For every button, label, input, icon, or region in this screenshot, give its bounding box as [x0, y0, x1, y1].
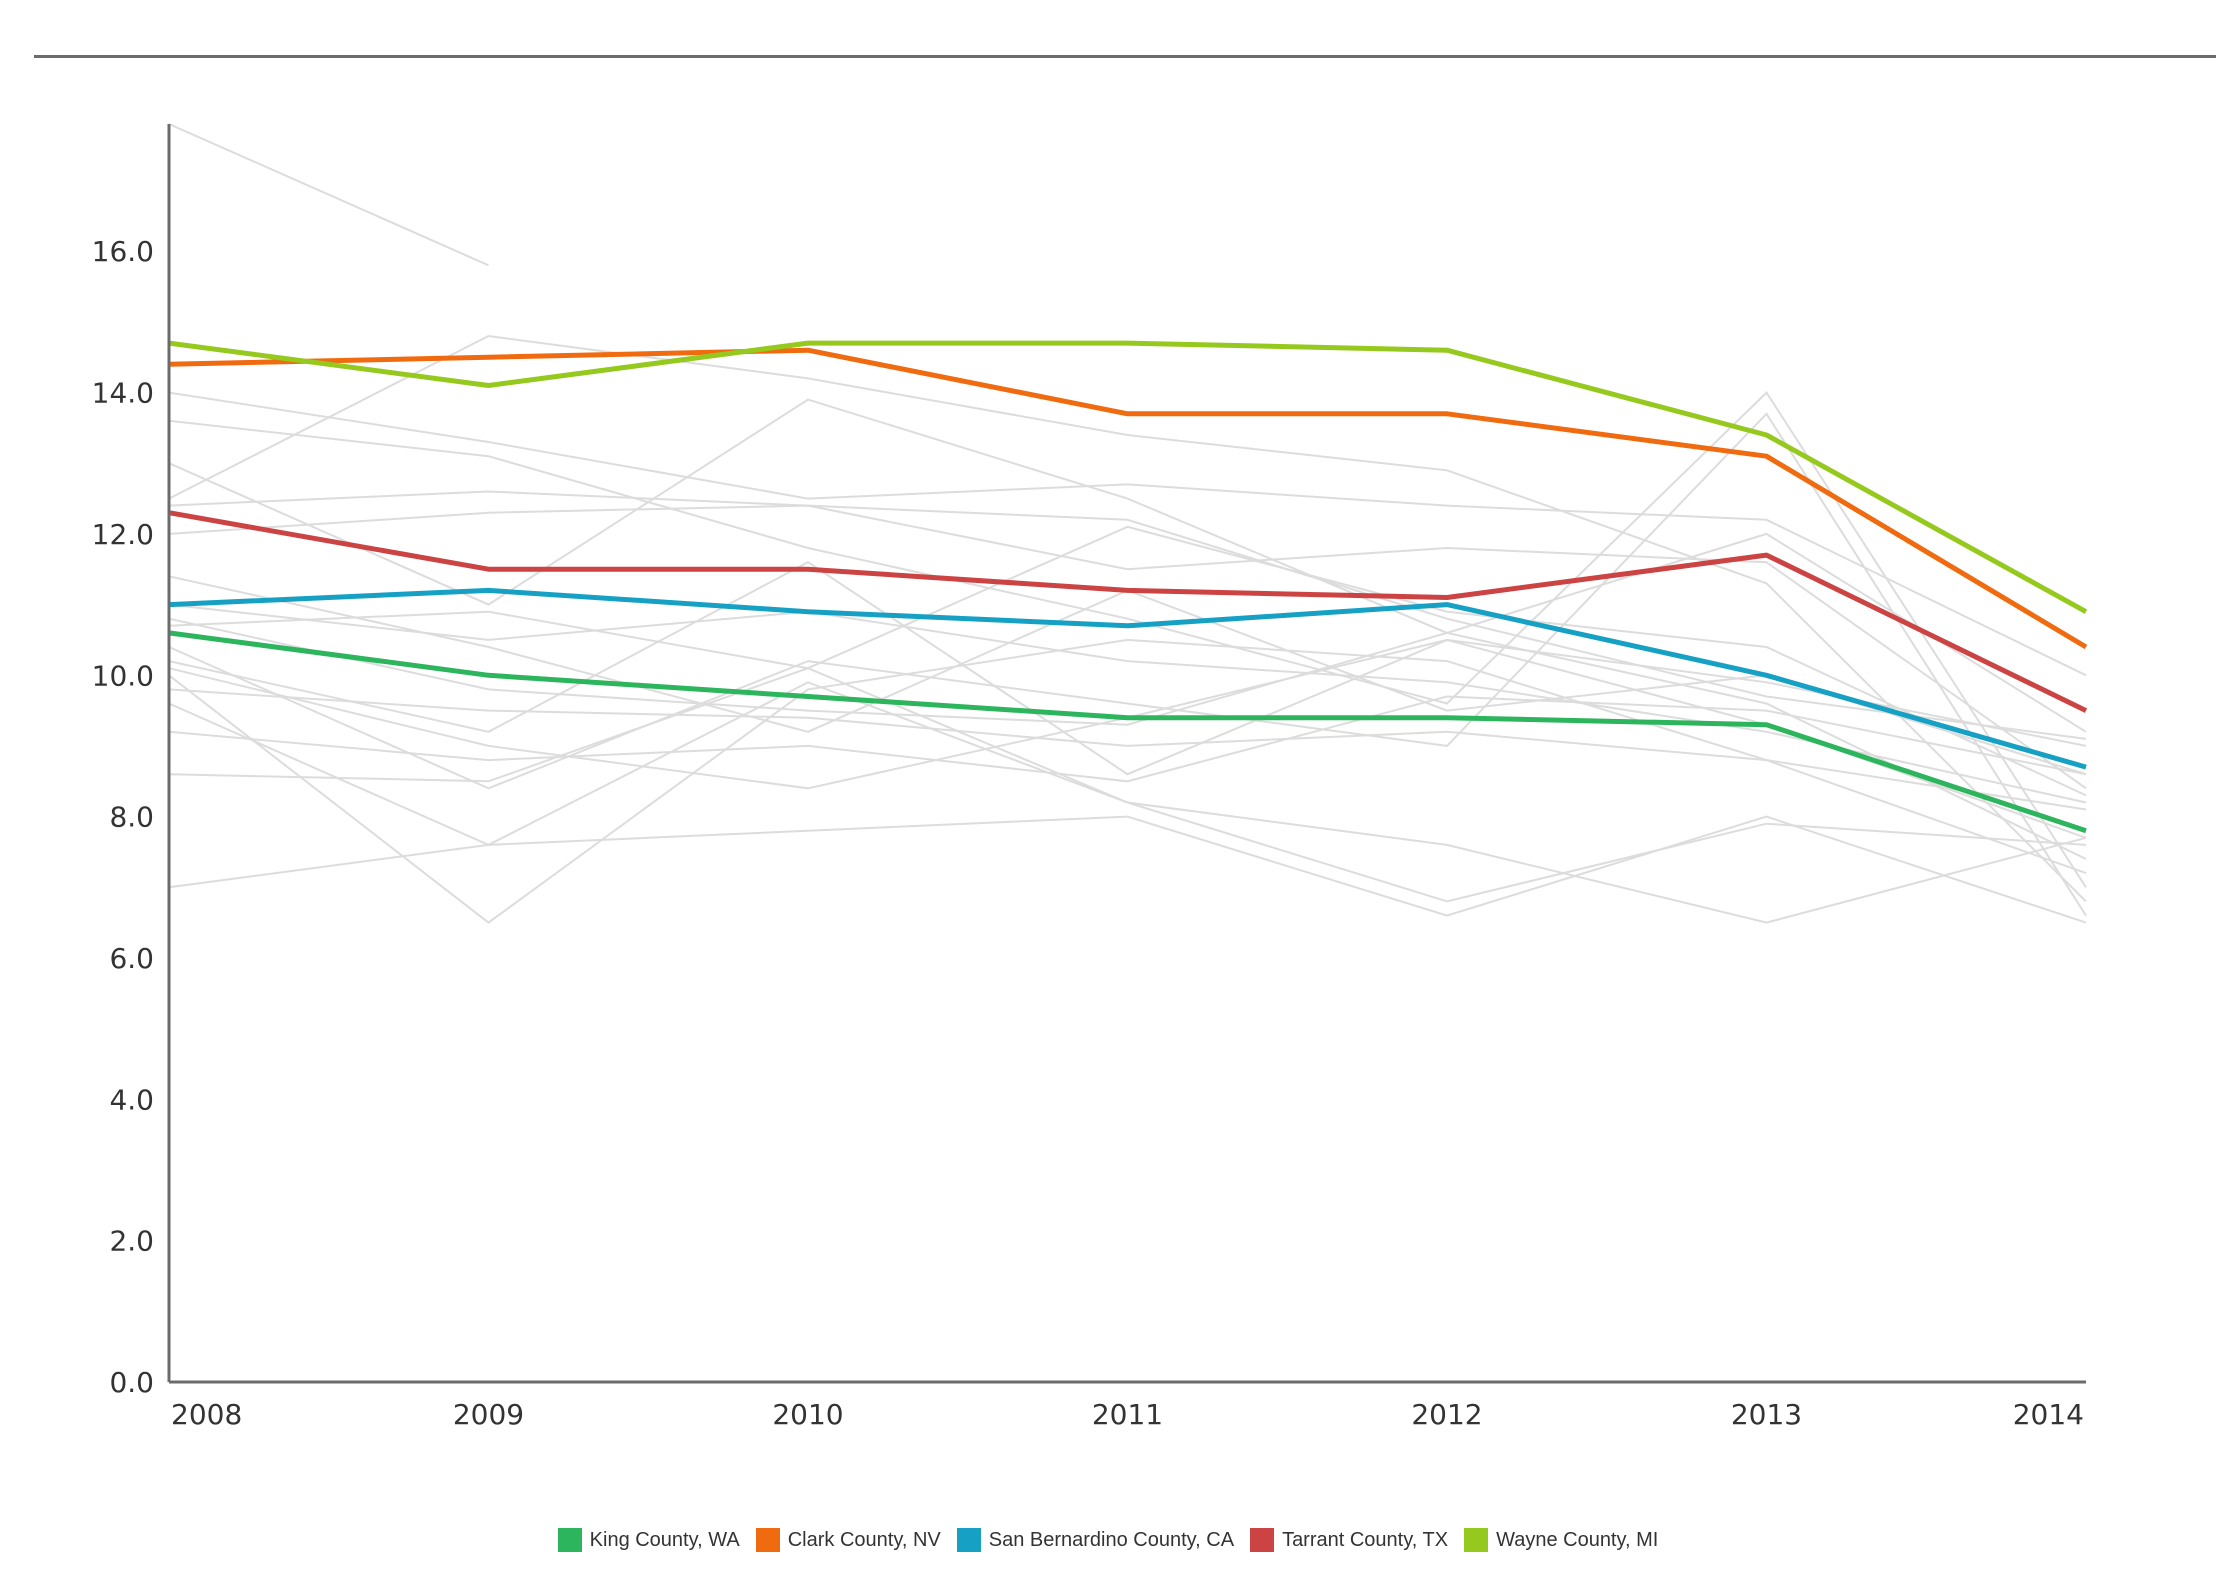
background-line: [168, 504, 2087, 740]
background-line: [168, 391, 2087, 888]
y-tick-label: 4.0: [109, 1083, 154, 1116]
background-line: [168, 123, 489, 267]
legend-item-clark-county-nv: Clark County, NV: [755, 1528, 941, 1552]
legend-label: San Bernardino County, CA: [988, 1528, 1235, 1551]
legend-swatch: [956, 1528, 981, 1552]
series-line-king-county-wa: [168, 630, 2087, 834]
background-line: [168, 412, 2087, 917]
legend-label: Wayne County, MI: [1496, 1528, 1659, 1551]
background-line: [168, 575, 2087, 776]
x-tick-labels: 2008 2009 2010 2011 2012 2013 2014: [171, 1398, 2084, 1431]
series-line-wayne-county-mi: [168, 340, 2088, 614]
axes: [167, 124, 2086, 1384]
background-line: [168, 667, 2087, 903]
legend-item-san-bernardino-county-ca: San Bernardino County, CA: [956, 1528, 1235, 1552]
legend-swatch: [755, 1528, 780, 1552]
legend-item-king-county-wa: King County, WA: [557, 1528, 740, 1552]
x-tick-label: 2011: [1092, 1398, 1163, 1431]
series-line-san-bernardino-county-ca: [168, 587, 2087, 770]
x-tick-label: 2013: [1731, 1398, 1802, 1431]
background-line: [168, 490, 2087, 790]
background-line: [168, 695, 2087, 783]
legend-item-wayne-county-mi: Wayne County, MI: [1464, 1528, 1658, 1552]
x-tick-label: 2014: [2013, 1398, 2084, 1431]
legend-label: King County, WA: [589, 1528, 740, 1551]
legend-label: Tarrant County, TX: [1282, 1528, 1449, 1551]
background-line: [168, 525, 2087, 797]
background-line: [168, 603, 2087, 804]
legend: King County, WA Clark County, NV San Berna…: [0, 1528, 2216, 1552]
y-tick-label: 8.0: [109, 801, 154, 834]
y-tick-label: 16.0: [92, 235, 154, 268]
y-tick-label: 2.0: [109, 1225, 154, 1258]
background-line: [168, 398, 2087, 733]
background-line: [168, 561, 2087, 776]
series-line-tarrant-county-tx: [168, 510, 2088, 713]
x-tick-label: 2009: [453, 1398, 524, 1431]
legend-label: Clark County, NV: [787, 1528, 941, 1551]
line-chart: 0.0 2.0 4.0 6.0 8.0 10.0 12.0 14.0 16.0 2008 2009…: [92, 123, 2088, 1431]
y-tick-label: 14.0: [92, 377, 154, 410]
background-lines: [168, 123, 2087, 924]
legend-swatch: [1464, 1528, 1489, 1552]
background-line: [168, 617, 2087, 860]
x-tick-label: 2008: [171, 1398, 242, 1431]
x-tick-label: 2010: [772, 1398, 843, 1431]
y-tick-label: 0.0: [109, 1366, 154, 1399]
y-tick-label: 12.0: [92, 518, 154, 551]
legend-swatch: [1250, 1528, 1275, 1552]
legend-item-tarrant-county-tx: Tarrant County, TX: [1250, 1528, 1448, 1552]
series-line-clark-county-nv: [168, 347, 2088, 650]
x-tick-label: 2012: [1411, 1398, 1482, 1431]
y-tick-label: 6.0: [109, 942, 154, 975]
background-line: [168, 334, 2087, 903]
top-divider: [34, 55, 2216, 58]
y-tick-labels: 0.0 2.0 4.0 6.0 8.0 10.0 12.0 14.0 16.0: [92, 235, 154, 1399]
series-lines: [168, 340, 2088, 834]
legend-swatch: [557, 1528, 582, 1552]
background-line: [168, 815, 2087, 924]
background-line: [168, 391, 2087, 677]
y-tick-label: 10.0: [92, 659, 154, 692]
background-line: [168, 688, 2087, 811]
